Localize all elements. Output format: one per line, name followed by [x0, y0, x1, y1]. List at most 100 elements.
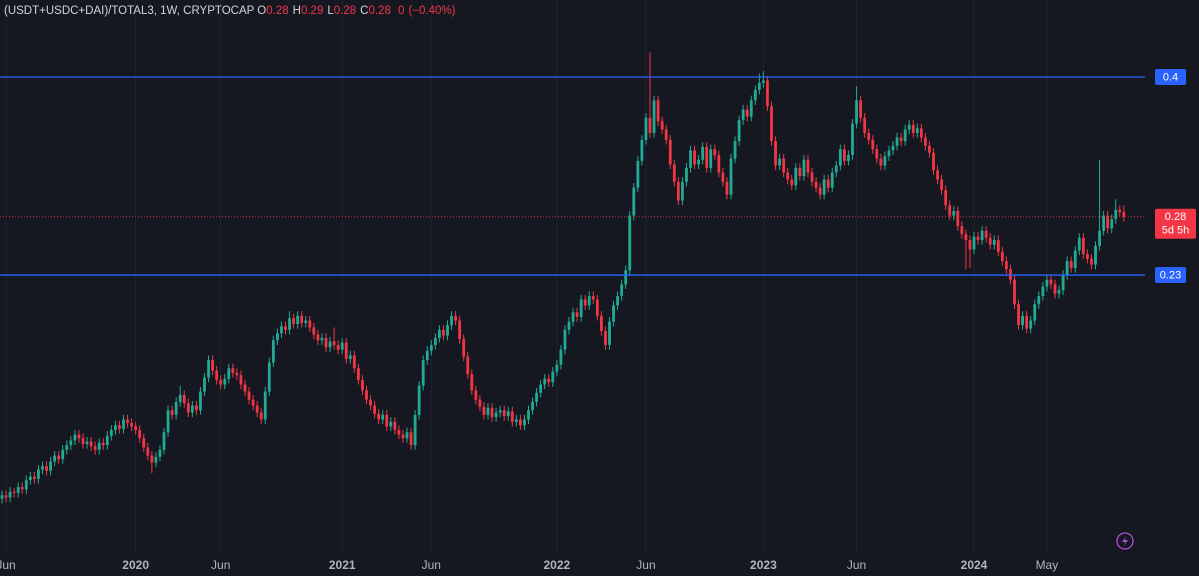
x-tick-label: Jun: [211, 558, 230, 572]
candle-body: [636, 160, 640, 188]
candle-body: [834, 165, 838, 173]
candle-body: [1094, 245, 1097, 265]
candle-body: [660, 121, 664, 130]
candle-body: [806, 159, 810, 173]
legend-key: H: [292, 5, 301, 17]
candle-body: [924, 137, 927, 146]
candle-body: [826, 179, 830, 188]
candle-body: [579, 299, 583, 317]
candle-body: [624, 270, 628, 285]
candle-body: [729, 158, 733, 195]
candle-body: [255, 405, 259, 413]
price-label: 0.4: [1163, 71, 1178, 83]
candle-body: [1106, 215, 1110, 229]
candle-body: [211, 360, 214, 371]
price-label-box: [1155, 69, 1186, 85]
candle-body: [77, 434, 81, 439]
candle-body: [446, 325, 449, 336]
candle-body: [976, 236, 980, 241]
candle-body: [174, 402, 178, 415]
candle-body: [381, 414, 385, 420]
candle-body: [114, 425, 117, 430]
symbol: (USDT+USDC+DAI)/TOTAL3, 1W, CRYPTOCAP: [4, 5, 255, 17]
candle-body: [587, 296, 591, 306]
alert-icon-bolt: [1122, 535, 1128, 547]
candle-body: [1110, 219, 1114, 229]
candle-body: [45, 466, 48, 471]
candle-body: [454, 315, 457, 321]
candle-body: [782, 158, 786, 173]
candle-body: [640, 139, 644, 161]
candle-body: [992, 240, 996, 245]
candle-body: [271, 340, 275, 363]
candle-body: [385, 414, 389, 427]
candle-body: [891, 145, 895, 151]
candle-body: [442, 329, 445, 336]
candle-body: [397, 429, 401, 435]
candle-body: [162, 432, 166, 450]
alert-icon[interactable]: [1116, 532, 1134, 550]
candle-body: [527, 410, 530, 420]
x-tick-label: 2024: [961, 558, 988, 572]
candle-body: [502, 410, 506, 417]
candle-body: [1069, 261, 1073, 269]
candle-body: [219, 379, 223, 385]
candle-body: [1081, 237, 1085, 255]
candle-body: [774, 141, 777, 166]
candle-body: [89, 441, 93, 447]
candle-body: [567, 321, 571, 330]
candle-body: [1102, 215, 1105, 231]
candle-body: [903, 129, 907, 142]
candle-body: [956, 210, 960, 227]
candle-body: [1045, 279, 1049, 287]
candle-body: [231, 368, 235, 373]
candle-body: [312, 327, 316, 335]
candle-body: [320, 337, 324, 341]
candle-body: [267, 362, 271, 392]
legend-value: 0.28: [368, 5, 391, 17]
candle-body: [142, 438, 146, 448]
x-tick-label: Jun: [847, 558, 866, 572]
candle-body: [1114, 209, 1118, 220]
candle-body: [417, 385, 421, 415]
candle-body: [276, 333, 279, 341]
candle-body: [940, 179, 943, 191]
candle-body: [915, 128, 919, 133]
candle-body: [887, 150, 891, 157]
candle-body: [1090, 258, 1093, 265]
countdown-label: 5d 5h: [1162, 225, 1190, 237]
candle-body: [251, 399, 255, 406]
candle-body: [944, 190, 948, 206]
candle-body: [952, 210, 956, 216]
candle-body: [713, 149, 717, 156]
candle-body: [235, 372, 239, 376]
candle-body: [1122, 212, 1126, 217]
candle-body: [689, 150, 692, 168]
candle-body: [207, 360, 210, 378]
candle-body: [822, 179, 826, 195]
candle-body: [559, 349, 563, 365]
candle-body: [770, 106, 773, 142]
candle-body: [919, 128, 923, 138]
candle-body: [41, 466, 44, 470]
candle-body: [158, 449, 162, 457]
change-percent: (−0.40%): [408, 5, 456, 17]
candle-body: [600, 315, 603, 331]
candle-body: [1041, 286, 1045, 297]
candle-body: [847, 155, 850, 161]
candle-body: [632, 187, 636, 216]
candle-body: [259, 412, 263, 420]
x-tick-label: 2022: [543, 558, 570, 572]
candle-body: [409, 432, 413, 446]
candle-body: [498, 410, 502, 413]
candle-body: [296, 315, 300, 324]
candle-body: [413, 414, 417, 446]
candle-body: [1017, 304, 1020, 326]
candle-body: [61, 449, 65, 460]
candle-body: [628, 215, 632, 271]
candle-body: [879, 158, 883, 166]
candle-body: [65, 445, 69, 450]
candle-body: [425, 350, 429, 361]
candle-body: [280, 326, 283, 334]
candle-body: [519, 419, 522, 426]
